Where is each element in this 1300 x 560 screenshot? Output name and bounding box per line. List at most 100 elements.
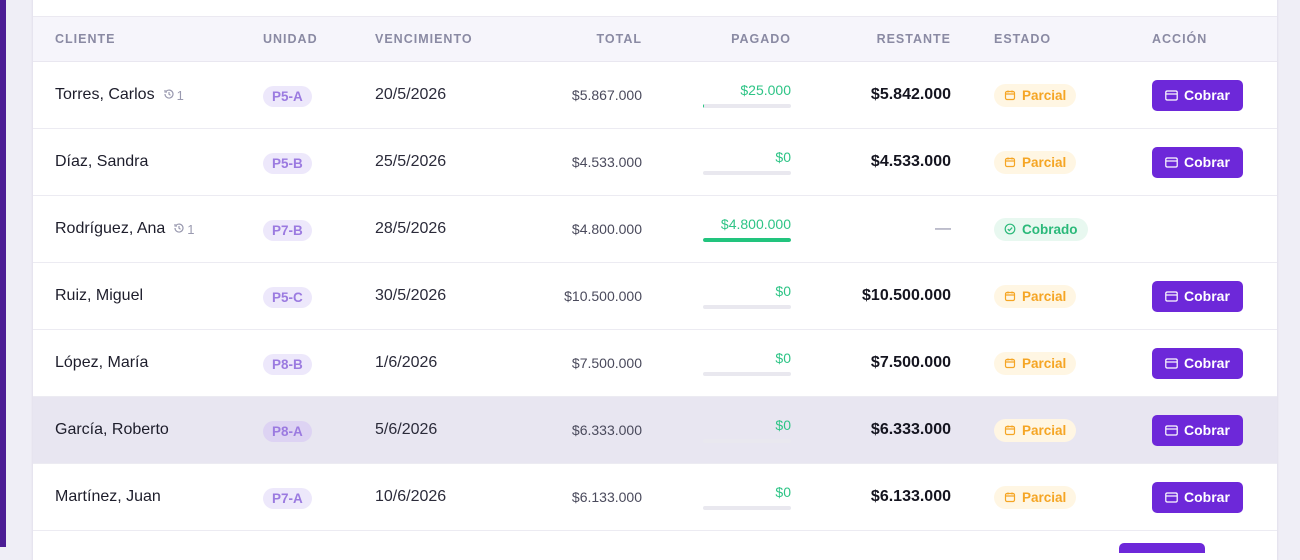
cobrar-label: Cobrar [1184, 288, 1230, 304]
cell-accion: Cobrar [1152, 464, 1243, 530]
status-badge: Parcial [994, 352, 1076, 375]
cell-pagado: $0 [703, 330, 791, 396]
header-total[interactable]: TOTAL [596, 17, 642, 61]
unit-badge: P8-A [263, 421, 312, 442]
cell-unidad: P8-A [263, 397, 312, 463]
calendar-icon [1004, 491, 1016, 503]
credit-card-icon [1165, 157, 1178, 168]
cell-total: $5.867.000 [572, 62, 642, 128]
cobrar-button[interactable]: Cobrar [1152, 348, 1243, 379]
check-circle-icon [1004, 223, 1016, 235]
cell-unidad: P7-A [263, 464, 312, 530]
cobrar-button[interactable]: Cobrar [1152, 482, 1243, 513]
credit-card-icon [1165, 358, 1178, 369]
cell-total: $4.800.000 [572, 196, 642, 262]
status-badge: Parcial [994, 84, 1076, 107]
cobrar-button[interactable]: Cobrar [1152, 415, 1243, 446]
status-badge: Parcial [994, 486, 1076, 509]
paid-progress-bar [703, 171, 791, 175]
cell-total: $6.333.000 [572, 397, 642, 463]
cell-restante: $4.533.000 [871, 129, 951, 195]
cell-estado: Parcial [994, 464, 1076, 530]
header-unidad[interactable]: UNIDAD [263, 17, 318, 61]
status-label: Parcial [1022, 356, 1066, 371]
cell-cliente: López, María [55, 330, 148, 396]
table-row[interactable]: Martínez, Juan P7-A 10/6/2026 $6.133.000… [33, 464, 1277, 531]
status-badge: Parcial [994, 151, 1076, 174]
header-cliente[interactable]: CLIENTE [55, 17, 115, 61]
cell-total: $4.533.000 [572, 129, 642, 195]
cell-vencimiento: 5/6/2026 [375, 397, 437, 463]
cell-pagado: $0 [703, 129, 791, 195]
paid-progress-bar [703, 439, 791, 443]
calendar-icon [1004, 290, 1016, 302]
client-name: Rodríguez, Ana [55, 220, 165, 238]
client-name: García, Roberto [55, 421, 169, 439]
table-row[interactable]: Ruiz, Miguel P5-C 30/5/2026 $10.500.000 … [33, 263, 1277, 330]
history-indicator[interactable]: 1 [173, 222, 194, 237]
cell-accion: Cobrar [1152, 330, 1243, 396]
cell-vencimiento: 28/5/2026 [375, 196, 446, 262]
history-count: 1 [187, 222, 194, 237]
cell-unidad: P5-C [263, 263, 312, 329]
status-label: Cobrado [1022, 222, 1078, 237]
cell-cliente: Martínez, Juan [55, 464, 161, 530]
cell-estado: Cobrado [994, 196, 1088, 262]
paid-progress-bar [703, 238, 791, 242]
cell-cliente: García, Roberto [55, 397, 169, 463]
cobrar-button-partial[interactable] [1119, 543, 1205, 553]
cell-pagado: $0 [703, 397, 791, 463]
cell-unidad: P5-A [263, 62, 312, 128]
cell-unidad: P7-B [263, 196, 312, 262]
credit-card-icon [1165, 291, 1178, 302]
cobrar-label: Cobrar [1184, 87, 1230, 103]
header-pagado[interactable]: PAGADO [731, 17, 791, 61]
cell-restante: $6.333.000 [871, 397, 951, 463]
unit-badge: P5-B [263, 153, 312, 174]
header-accion: ACCIÓN [1152, 17, 1207, 61]
paid-progress-bar [703, 104, 791, 108]
cell-vencimiento: 1/6/2026 [375, 330, 437, 396]
status-label: Parcial [1022, 423, 1066, 438]
cobrar-button[interactable]: Cobrar [1152, 147, 1243, 178]
header-estado[interactable]: ESTADO [994, 17, 1051, 61]
cell-total: $10.500.000 [564, 263, 642, 329]
cobrar-label: Cobrar [1184, 355, 1230, 371]
paid-amount: $0 [775, 283, 791, 299]
header-restante[interactable]: RESTANTE [877, 17, 951, 61]
cell-accion: Cobrar [1152, 397, 1243, 463]
cell-vencimiento: 20/5/2026 [375, 62, 446, 128]
table-row[interactable]: López, María P8-B 1/6/2026 $7.500.000 $0… [33, 330, 1277, 397]
client-name: Díaz, Sandra [55, 153, 148, 171]
cobrar-button[interactable]: Cobrar [1152, 80, 1243, 111]
client-name: Martínez, Juan [55, 488, 161, 506]
unit-badge: P8-B [263, 354, 312, 375]
table-row[interactable]: García, Roberto P8-A 5/6/2026 $6.333.000… [33, 397, 1277, 464]
header-vencimiento[interactable]: VENCIMIENTO [375, 17, 473, 61]
calendar-icon [1004, 156, 1016, 168]
history-indicator[interactable]: 1 [163, 88, 184, 103]
paid-amount: $0 [775, 350, 791, 366]
cell-pagado: $0 [703, 263, 791, 329]
paid-amount: $0 [775, 417, 791, 433]
table-row[interactable]: Rodríguez, Ana 1 P7-B 28/5/2026 $4.800.00… [33, 196, 1277, 263]
cell-vencimiento: 10/6/2026 [375, 464, 446, 530]
cell-estado: Parcial [994, 397, 1076, 463]
cell-restante: — [935, 196, 951, 262]
cell-cliente: Díaz, Sandra [55, 129, 148, 195]
cell-cliente: Ruiz, Miguel [55, 263, 143, 329]
unit-badge: P5-C [263, 287, 312, 308]
status-label: Parcial [1022, 155, 1066, 170]
cell-restante: $7.500.000 [871, 330, 951, 396]
table-row[interactable]: Díaz, Sandra P5-B 25/5/2026 $4.533.000 $… [33, 129, 1277, 196]
cobrar-button[interactable]: Cobrar [1152, 281, 1243, 312]
cobrar-label: Cobrar [1184, 489, 1230, 505]
history-count: 1 [177, 88, 184, 103]
card-top [33, 0, 1277, 17]
cell-pagado: $0 [703, 464, 791, 530]
paid-amount: $25.000 [740, 82, 791, 98]
cell-estado: Parcial [994, 263, 1076, 329]
paid-progress-bar [703, 506, 791, 510]
